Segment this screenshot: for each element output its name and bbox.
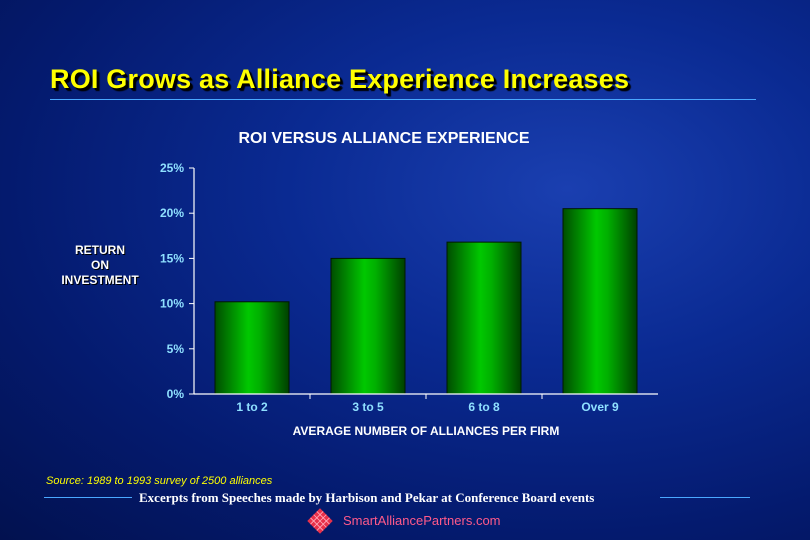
footer-divider-right — [660, 497, 750, 498]
y-axis-label: RETURN ON INVESTMENT — [50, 243, 150, 288]
y-tick-label: 25% — [160, 161, 184, 175]
chart-title: ROI VERSUS ALLIANCE EXPERIENCE — [238, 130, 529, 147]
y-tick-label: 10% — [160, 297, 184, 311]
y-axis-label-line: INVESTMENT — [61, 273, 139, 287]
y-tick-label: 15% — [160, 251, 184, 265]
footer-text: Excerpts from Speeches made by Harbison … — [139, 490, 595, 505]
bar-6-to-8 — [446, 241, 522, 395]
footer-divider-left — [44, 497, 132, 498]
y-tick-label: 5% — [167, 342, 185, 356]
bar-3-to-5 — [330, 257, 406, 395]
bar-over-9 — [562, 208, 638, 395]
bar-1-to-2 — [214, 301, 290, 395]
alliance-logo-icon — [307, 508, 333, 534]
y-tick-label: 0% — [167, 387, 185, 401]
y-axis-label-line: RETURN — [75, 243, 125, 257]
x-tick-label: Over 9 — [581, 400, 619, 414]
x-axis-label: AVERAGE NUMBER OF ALLIANCES PER FIRM — [293, 424, 560, 438]
source-note: Source: 1989 to 1993 survey of 2500 alli… — [46, 475, 273, 487]
slide-title: ROI Grows as Alliance Experience Increas… — [50, 64, 630, 94]
x-tick-label: 3 to 5 — [352, 400, 384, 414]
site-link[interactable]: SmartAlliancePartners.com — [343, 513, 501, 528]
y-tick-label: 20% — [160, 206, 184, 220]
title-divider — [50, 99, 756, 100]
y-axis-label-line: ON — [91, 258, 109, 272]
x-tick-label: 1 to 2 — [236, 400, 268, 414]
roi-bar-chart: ROI VERSUS ALLIANCE EXPERIENCE 0% 5% 10% 15… — [159, 130, 638, 438]
x-tick-label: 6 to 8 — [468, 400, 500, 414]
